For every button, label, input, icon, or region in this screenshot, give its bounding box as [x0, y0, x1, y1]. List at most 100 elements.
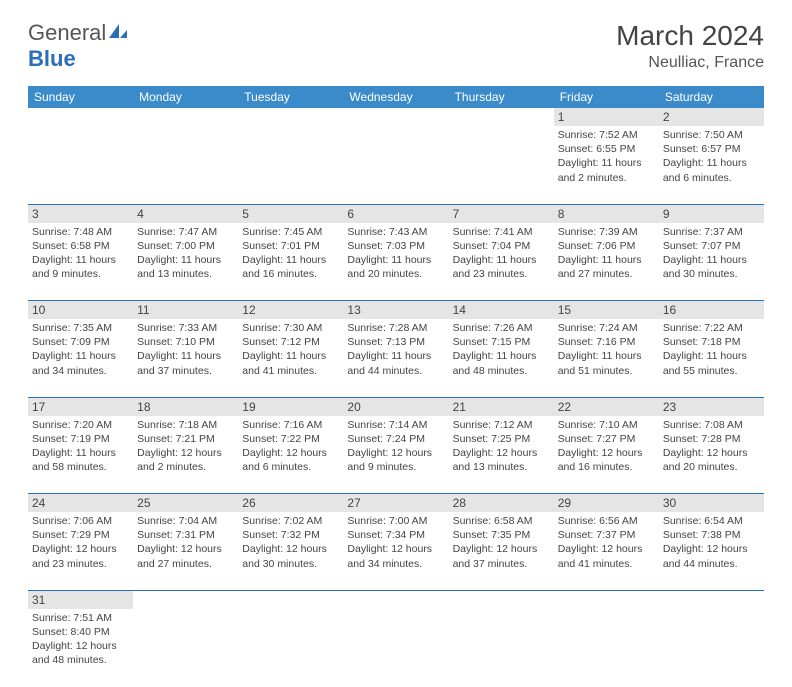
day-cell: Sunrise: 7:18 AMSunset: 7:21 PMDaylight:…: [133, 416, 238, 494]
day-number-cell: 3: [28, 204, 133, 223]
day-number-cell: 20: [343, 397, 448, 416]
day-cell: Sunrise: 7:50 AMSunset: 6:57 PMDaylight:…: [659, 126, 764, 204]
daynum-row: 17181920212223: [28, 397, 764, 416]
day-content: Sunrise: 7:18 AMSunset: 7:21 PMDaylight:…: [137, 418, 234, 475]
day-cell: Sunrise: 7:43 AMSunset: 7:03 PMDaylight:…: [343, 223, 448, 301]
day-number-cell: 6: [343, 204, 448, 223]
day-content: Sunrise: 6:56 AMSunset: 7:37 PMDaylight:…: [558, 514, 655, 571]
day-cell: [238, 609, 343, 687]
day-number-cell: 15: [554, 301, 659, 320]
weekday-header: Sunday: [28, 86, 133, 108]
weekday-header: Wednesday: [343, 86, 448, 108]
day-number-cell: 1: [554, 108, 659, 126]
day-cell: Sunrise: 7:16 AMSunset: 7:22 PMDaylight:…: [238, 416, 343, 494]
day-number-cell: 14: [449, 301, 554, 320]
day-number-cell: 23: [659, 397, 764, 416]
day-content: Sunrise: 7:20 AMSunset: 7:19 PMDaylight:…: [32, 418, 129, 475]
day-cell: Sunrise: 7:45 AMSunset: 7:01 PMDaylight:…: [238, 223, 343, 301]
day-cell: Sunrise: 7:52 AMSunset: 6:55 PMDaylight:…: [554, 126, 659, 204]
weekday-header: Friday: [554, 86, 659, 108]
day-content: Sunrise: 7:24 AMSunset: 7:16 PMDaylight:…: [558, 321, 655, 378]
day-number-cell: 9: [659, 204, 764, 223]
day-content: Sunrise: 7:50 AMSunset: 6:57 PMDaylight:…: [663, 128, 760, 185]
day-number-cell: 26: [238, 494, 343, 513]
day-cell: Sunrise: 7:14 AMSunset: 7:24 PMDaylight:…: [343, 416, 448, 494]
week-row: Sunrise: 7:35 AMSunset: 7:09 PMDaylight:…: [28, 319, 764, 397]
day-cell: Sunrise: 7:00 AMSunset: 7:34 PMDaylight:…: [343, 512, 448, 590]
day-number-cell: [28, 108, 133, 126]
weekday-header: Thursday: [449, 86, 554, 108]
calendar-table: Sunday Monday Tuesday Wednesday Thursday…: [28, 86, 764, 687]
title-block: March 2024 Neulliac, France: [616, 20, 764, 72]
day-cell: [238, 126, 343, 204]
day-number-cell: 22: [554, 397, 659, 416]
day-cell: Sunrise: 7:06 AMSunset: 7:29 PMDaylight:…: [28, 512, 133, 590]
day-number-cell: [133, 590, 238, 609]
day-number-cell: 25: [133, 494, 238, 513]
day-number-cell: 7: [449, 204, 554, 223]
daynum-row: 12: [28, 108, 764, 126]
day-number-cell: [554, 590, 659, 609]
day-number-cell: 17: [28, 397, 133, 416]
day-content: Sunrise: 7:45 AMSunset: 7:01 PMDaylight:…: [242, 225, 339, 282]
day-cell: Sunrise: 7:26 AMSunset: 7:15 PMDaylight:…: [449, 319, 554, 397]
day-number-cell: 11: [133, 301, 238, 320]
day-number-cell: [659, 590, 764, 609]
day-content: Sunrise: 7:47 AMSunset: 7:00 PMDaylight:…: [137, 225, 234, 282]
day-content: Sunrise: 7:00 AMSunset: 7:34 PMDaylight:…: [347, 514, 444, 571]
day-cell: Sunrise: 7:51 AMSunset: 8:40 PMDaylight:…: [28, 609, 133, 687]
week-row: Sunrise: 7:48 AMSunset: 6:58 PMDaylight:…: [28, 223, 764, 301]
day-number-cell: [133, 108, 238, 126]
day-number-cell: 21: [449, 397, 554, 416]
day-cell: Sunrise: 7:02 AMSunset: 7:32 PMDaylight:…: [238, 512, 343, 590]
day-content: Sunrise: 7:10 AMSunset: 7:27 PMDaylight:…: [558, 418, 655, 475]
day-number-cell: 29: [554, 494, 659, 513]
weekday-header: Saturday: [659, 86, 764, 108]
day-content: Sunrise: 7:51 AMSunset: 8:40 PMDaylight:…: [32, 611, 129, 668]
day-number-cell: 2: [659, 108, 764, 126]
day-content: Sunrise: 7:06 AMSunset: 7:29 PMDaylight:…: [32, 514, 129, 571]
day-cell: [133, 126, 238, 204]
day-cell: Sunrise: 7:28 AMSunset: 7:13 PMDaylight:…: [343, 319, 448, 397]
day-cell: Sunrise: 7:35 AMSunset: 7:09 PMDaylight:…: [28, 319, 133, 397]
logo-part1: General: [28, 20, 106, 45]
day-cell: Sunrise: 7:41 AMSunset: 7:04 PMDaylight:…: [449, 223, 554, 301]
day-number-cell: [238, 590, 343, 609]
page-title: March 2024: [616, 20, 764, 52]
day-cell: Sunrise: 7:08 AMSunset: 7:28 PMDaylight:…: [659, 416, 764, 494]
logo-part2: Blue: [28, 46, 76, 71]
day-cell: Sunrise: 7:20 AMSunset: 7:19 PMDaylight:…: [28, 416, 133, 494]
day-content: Sunrise: 7:02 AMSunset: 7:32 PMDaylight:…: [242, 514, 339, 571]
logo-text: GeneralBlue: [28, 20, 129, 72]
day-number-cell: 30: [659, 494, 764, 513]
day-number-cell: 8: [554, 204, 659, 223]
day-cell: Sunrise: 7:48 AMSunset: 6:58 PMDaylight:…: [28, 223, 133, 301]
day-cell: [28, 126, 133, 204]
day-content: Sunrise: 7:41 AMSunset: 7:04 PMDaylight:…: [453, 225, 550, 282]
day-cell: [343, 126, 448, 204]
day-number-cell: 18: [133, 397, 238, 416]
day-cell: Sunrise: 7:47 AMSunset: 7:00 PMDaylight:…: [133, 223, 238, 301]
day-content: Sunrise: 7:22 AMSunset: 7:18 PMDaylight:…: [663, 321, 760, 378]
daynum-row: 3456789: [28, 204, 764, 223]
day-number-cell: [238, 108, 343, 126]
day-number-cell: [343, 108, 448, 126]
day-content: Sunrise: 7:12 AMSunset: 7:25 PMDaylight:…: [453, 418, 550, 475]
day-number-cell: 13: [343, 301, 448, 320]
week-row: Sunrise: 7:51 AMSunset: 8:40 PMDaylight:…: [28, 609, 764, 687]
day-cell: Sunrise: 6:58 AMSunset: 7:35 PMDaylight:…: [449, 512, 554, 590]
day-cell: Sunrise: 6:56 AMSunset: 7:37 PMDaylight:…: [554, 512, 659, 590]
day-cell: Sunrise: 7:10 AMSunset: 7:27 PMDaylight:…: [554, 416, 659, 494]
day-content: Sunrise: 7:37 AMSunset: 7:07 PMDaylight:…: [663, 225, 760, 282]
day-cell: Sunrise: 7:22 AMSunset: 7:18 PMDaylight:…: [659, 319, 764, 397]
day-cell: [449, 609, 554, 687]
weekday-header-row: Sunday Monday Tuesday Wednesday Thursday…: [28, 86, 764, 108]
header: GeneralBlue March 2024 Neulliac, France: [0, 0, 792, 78]
day-number-cell: 27: [343, 494, 448, 513]
day-content: Sunrise: 7:39 AMSunset: 7:06 PMDaylight:…: [558, 225, 655, 282]
day-content: Sunrise: 7:28 AMSunset: 7:13 PMDaylight:…: [347, 321, 444, 378]
day-content: Sunrise: 7:33 AMSunset: 7:10 PMDaylight:…: [137, 321, 234, 378]
day-cell: Sunrise: 7:39 AMSunset: 7:06 PMDaylight:…: [554, 223, 659, 301]
day-content: Sunrise: 7:14 AMSunset: 7:24 PMDaylight:…: [347, 418, 444, 475]
location-label: Neulliac, France: [616, 54, 764, 72]
